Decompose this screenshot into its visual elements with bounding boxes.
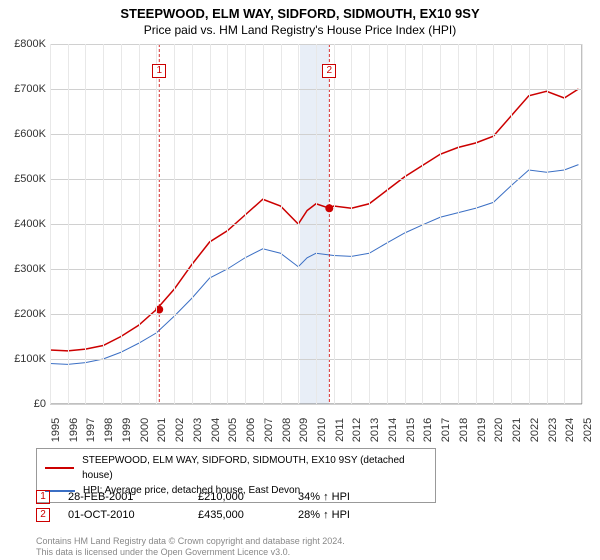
x-axis-label: 2025: [582, 418, 594, 442]
grid-line-v: [582, 44, 583, 404]
grid-line-v: [121, 44, 122, 404]
grid-line-v: [68, 44, 69, 404]
y-axis-label: £800K: [2, 38, 46, 50]
x-axis-label: 2019: [476, 418, 488, 442]
transaction-marker-1: 1: [36, 490, 50, 504]
transaction-hpi: 34% ↑ HPI: [298, 491, 418, 503]
grid-line-v: [547, 44, 548, 404]
grid-line-v: [85, 44, 86, 404]
grid-line-v: [511, 44, 512, 404]
y-axis-label: £0: [2, 398, 46, 410]
x-axis-label: 2013: [369, 418, 381, 442]
grid-line-v: [387, 44, 388, 404]
x-axis-label: 2001: [156, 418, 168, 442]
chart-plot-area: £0£100K£200K£300K£400K£500K£600K£700K£80…: [50, 44, 582, 404]
grid-line-v: [103, 44, 104, 404]
y-axis-label: £500K: [2, 173, 46, 185]
x-axis-label: 2011: [334, 418, 346, 442]
x-axis-label: 2008: [281, 418, 293, 442]
y-axis-label: £700K: [2, 83, 46, 95]
transaction-price: £210,000: [198, 491, 298, 503]
x-axis-label: 1998: [103, 418, 115, 442]
grid-line-v: [281, 44, 282, 404]
grid-line-v: [422, 44, 423, 404]
grid-line-v: [192, 44, 193, 404]
transactions-table: 1 28-FEB-2001£210,00034% ↑ HPI 2 01-OCT-201…: [36, 490, 418, 526]
transaction-date: 01-OCT-2010: [68, 509, 198, 521]
legend-label: STEEPWOOD, ELM WAY, SIDFORD, SIDMOUTH, E…: [82, 453, 427, 483]
x-axis-label: 2006: [245, 418, 257, 442]
grid-line-v: [210, 44, 211, 404]
grid-line-h: [50, 404, 582, 405]
legend-item: STEEPWOOD, ELM WAY, SIDFORD, SIDMOUTH, E…: [45, 453, 427, 483]
y-axis-label: £600K: [2, 128, 46, 140]
grid-line-v: [529, 44, 530, 404]
x-axis-label: 2004: [210, 418, 222, 442]
grid-line-v: [139, 44, 140, 404]
x-axis-label: 2002: [174, 418, 186, 442]
x-axis-label: 2017: [440, 418, 452, 442]
chart-subtitle: Price paid vs. HM Land Registry's House …: [0, 21, 600, 41]
x-axis-label: 1999: [121, 418, 133, 442]
grid-line-v: [174, 44, 175, 404]
x-axis-label: 2018: [458, 418, 470, 442]
transaction-hpi: 28% ↑ HPI: [298, 509, 418, 521]
grid-line-v: [405, 44, 406, 404]
transaction-marker-2: 2: [36, 508, 50, 522]
grid-line-v: [334, 44, 335, 404]
x-axis-label: 2005: [227, 418, 239, 442]
footer: Contains HM Land Registry data © Crown c…: [36, 536, 345, 558]
x-axis-label: 2021: [511, 418, 523, 442]
transaction-row: 2 01-OCT-2010£435,00028% ↑ HPI: [36, 508, 418, 522]
x-axis-label: 1997: [85, 418, 97, 442]
chart-title: STEEPWOOD, ELM WAY, SIDFORD, SIDMOUTH, E…: [0, 0, 600, 21]
grid-line-v: [440, 44, 441, 404]
x-axis-label: 2016: [422, 418, 434, 442]
grid-line-v: [50, 44, 51, 404]
grid-line-v: [298, 44, 299, 404]
x-axis-label: 2000: [139, 418, 151, 442]
x-axis-label: 2009: [298, 418, 310, 442]
x-axis-label: 2020: [493, 418, 505, 442]
grid-line-v: [493, 44, 494, 404]
footer-line1: Contains HM Land Registry data © Crown c…: [36, 536, 345, 547]
y-axis-label: £100K: [2, 353, 46, 365]
x-axis-label: 2012: [351, 418, 363, 442]
footer-line2: This data is licensed under the Open Gov…: [36, 547, 345, 558]
y-axis-label: £300K: [2, 263, 46, 275]
x-axis-label: 2015: [405, 418, 417, 442]
x-axis-label: 1995: [50, 418, 62, 442]
x-axis-label: 2024: [564, 418, 576, 442]
grid-line-v: [263, 44, 264, 404]
grid-line-v: [156, 44, 157, 404]
grid-line-v: [245, 44, 246, 404]
grid-line-v: [227, 44, 228, 404]
grid-line-v: [316, 44, 317, 404]
grid-line-v: [369, 44, 370, 404]
x-axis-label: 2014: [387, 418, 399, 442]
marker-label-2: 2: [322, 64, 336, 78]
y-axis-label: £400K: [2, 218, 46, 230]
x-axis-label: 2010: [316, 418, 328, 442]
marker-label-1: 1: [152, 64, 166, 78]
grid-line-v: [458, 44, 459, 404]
x-axis-label: 1996: [68, 418, 80, 442]
transaction-row: 1 28-FEB-2001£210,00034% ↑ HPI: [36, 490, 418, 504]
grid-line-v: [351, 44, 352, 404]
transaction-price: £435,000: [198, 509, 298, 521]
x-axis-label: 2003: [192, 418, 204, 442]
grid-line-v: [564, 44, 565, 404]
x-axis-label: 2023: [547, 418, 559, 442]
grid-line-v: [476, 44, 477, 404]
x-axis-label: 2007: [263, 418, 275, 442]
y-axis-label: £200K: [2, 308, 46, 320]
chart-container: STEEPWOOD, ELM WAY, SIDFORD, SIDMOUTH, E…: [0, 0, 600, 560]
legend-swatch: [45, 467, 74, 469]
x-axis-label: 2022: [529, 418, 541, 442]
transaction-date: 28-FEB-2001: [68, 491, 198, 503]
